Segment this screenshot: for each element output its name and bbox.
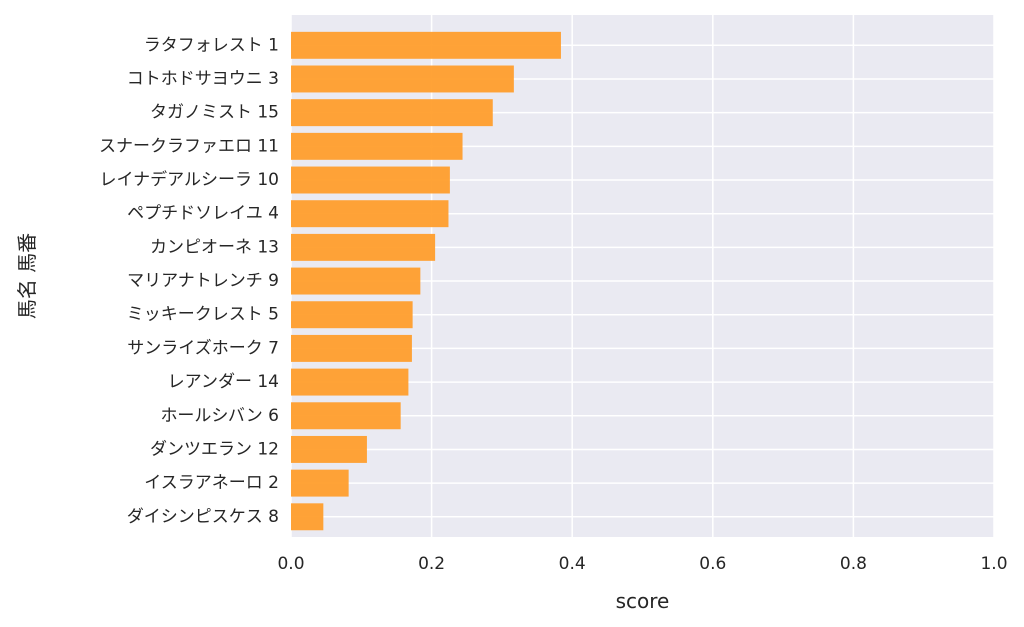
category-label: レイナデアルシーラ 10	[99, 169, 279, 190]
bar	[291, 267, 421, 295]
x-tick-label: 0.0	[277, 554, 304, 574]
x-tick-label: 0.2	[418, 554, 445, 574]
category-label: サンライズホーク 7	[127, 338, 279, 358]
category-label: レアンダー 14	[168, 372, 279, 392]
bar	[291, 65, 514, 93]
category-label: ホールシバン 6	[160, 406, 279, 426]
bar	[291, 334, 412, 362]
category-label: コトホドサヨウニ 3	[127, 69, 279, 89]
bar	[291, 469, 349, 497]
category-label: マリアナトレンチ 9	[127, 271, 279, 291]
bar	[291, 503, 324, 531]
x-tick-label: 0.4	[559, 554, 586, 574]
bar	[291, 99, 493, 127]
x-tick-label: 0.8	[840, 554, 867, 574]
category-label: タガノミスト 15	[150, 103, 279, 123]
bar	[291, 402, 401, 430]
category-label: ラタフォレスト 1	[144, 35, 279, 55]
x-tick-labels: 0.0 0.2 0.4 0.6 0.8 1.0	[277, 554, 1007, 574]
category-label: カンピオーネ 13	[150, 237, 279, 257]
category-label: ペプチドソレイユ 4	[127, 204, 279, 224]
bar	[291, 301, 413, 329]
x-axis-label: score	[616, 589, 670, 613]
x-tick-label: 1.0	[980, 554, 1007, 574]
bar	[291, 31, 561, 59]
bar	[291, 233, 436, 261]
bars	[291, 31, 561, 531]
bar	[291, 200, 449, 228]
bar	[291, 368, 409, 396]
category-label: イスラアネーロ 2	[144, 473, 279, 493]
category-label: ダイシンピスケス 8	[127, 507, 279, 527]
bar	[291, 435, 367, 463]
category-label: ダンツエラン 12	[150, 439, 279, 459]
y-axis-label: 馬名 馬番	[15, 233, 39, 319]
category-label: スナークラファエロ 11	[99, 136, 279, 156]
x-tick-label: 0.6	[699, 554, 726, 574]
category-label: ミッキークレスト 5	[127, 305, 279, 325]
bar	[291, 132, 463, 160]
bar	[291, 166, 450, 194]
y-category-labels: ラタフォレスト 1 コトホドサヨウニ 3 タガノミスト 15 スナークラファエロ 11…	[99, 35, 279, 526]
